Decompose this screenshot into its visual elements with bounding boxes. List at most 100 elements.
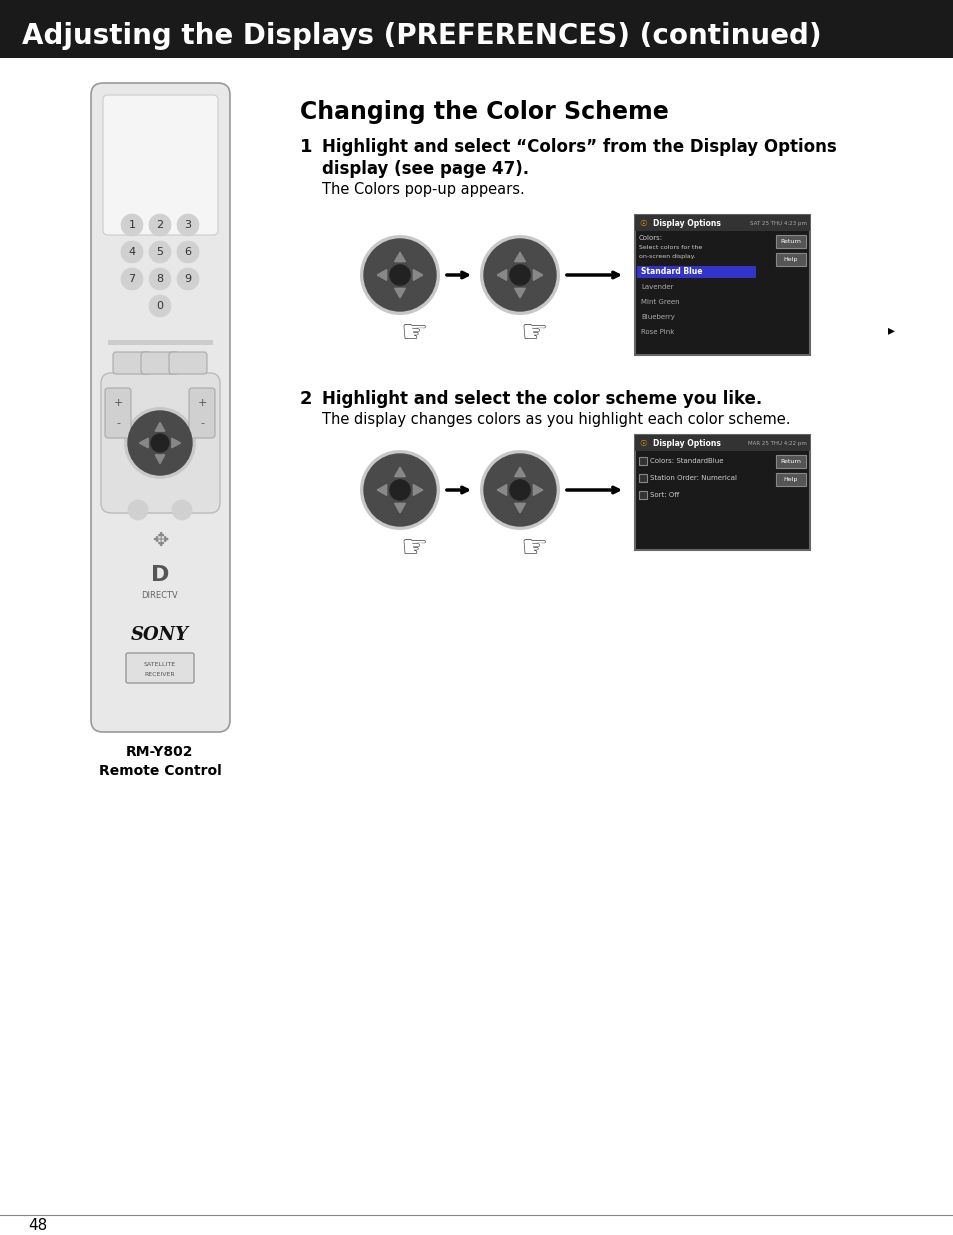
FancyBboxPatch shape: [635, 435, 809, 550]
Circle shape: [390, 266, 410, 285]
Text: -: -: [200, 417, 204, 429]
Circle shape: [359, 450, 439, 530]
Circle shape: [177, 241, 199, 263]
Circle shape: [172, 500, 192, 520]
Text: Rose Pink: Rose Pink: [640, 329, 674, 335]
Text: MAR 25 THU 4:22 pm: MAR 25 THU 4:22 pm: [747, 441, 806, 446]
Circle shape: [510, 266, 530, 285]
Polygon shape: [395, 467, 405, 477]
Circle shape: [128, 500, 148, 520]
FancyBboxPatch shape: [108, 340, 213, 345]
Circle shape: [177, 214, 199, 236]
Text: Standard Blue: Standard Blue: [640, 268, 701, 277]
FancyBboxPatch shape: [635, 215, 809, 231]
Circle shape: [121, 214, 143, 236]
Polygon shape: [395, 288, 405, 298]
Text: Display Options: Display Options: [652, 438, 720, 447]
Text: Highlight and select “Colors” from the Display Options: Highlight and select “Colors” from the D…: [322, 138, 836, 156]
Circle shape: [121, 241, 143, 263]
FancyBboxPatch shape: [91, 83, 230, 732]
Text: Return: Return: [780, 459, 801, 464]
Text: 6: 6: [184, 247, 192, 257]
Circle shape: [124, 408, 195, 479]
Text: display (see page 47).: display (see page 47).: [322, 161, 529, 178]
Text: Display Options: Display Options: [652, 219, 720, 227]
Polygon shape: [155, 422, 165, 431]
Polygon shape: [413, 484, 422, 495]
Polygon shape: [376, 484, 386, 495]
Polygon shape: [155, 454, 165, 463]
Text: The display changes colors as you highlight each color scheme.: The display changes colors as you highli…: [322, 412, 790, 427]
Text: 4: 4: [129, 247, 135, 257]
FancyBboxPatch shape: [169, 352, 207, 374]
FancyBboxPatch shape: [775, 235, 805, 248]
Text: 48: 48: [28, 1218, 48, 1233]
Text: 8: 8: [156, 274, 163, 284]
Text: 9: 9: [184, 274, 192, 284]
Text: ☞: ☞: [400, 319, 428, 348]
FancyBboxPatch shape: [639, 492, 646, 499]
Circle shape: [149, 295, 171, 317]
FancyBboxPatch shape: [775, 253, 805, 266]
Text: Return: Return: [780, 240, 801, 245]
Circle shape: [149, 241, 171, 263]
Polygon shape: [533, 484, 542, 495]
Text: Lavender: Lavender: [640, 284, 673, 290]
Polygon shape: [514, 252, 525, 262]
Text: SATELLITE: SATELLITE: [144, 662, 176, 667]
Polygon shape: [514, 504, 525, 513]
Polygon shape: [497, 484, 506, 495]
Polygon shape: [497, 269, 506, 280]
Text: 5: 5: [156, 247, 163, 257]
FancyBboxPatch shape: [141, 352, 179, 374]
FancyBboxPatch shape: [105, 388, 131, 438]
FancyBboxPatch shape: [775, 473, 805, 487]
Text: -: -: [116, 417, 120, 429]
Polygon shape: [413, 269, 422, 280]
FancyBboxPatch shape: [635, 435, 809, 451]
Polygon shape: [376, 269, 386, 280]
Text: The Colors pop-up appears.: The Colors pop-up appears.: [322, 182, 524, 198]
Polygon shape: [514, 467, 525, 477]
Text: Remote Control: Remote Control: [98, 764, 221, 778]
Text: DIRECTV: DIRECTV: [141, 590, 178, 599]
Circle shape: [390, 480, 410, 500]
Text: SONY: SONY: [131, 626, 189, 643]
FancyBboxPatch shape: [112, 352, 151, 374]
Text: RM-Y802: RM-Y802: [126, 745, 193, 760]
Text: +: +: [197, 398, 207, 408]
FancyBboxPatch shape: [103, 95, 218, 235]
Text: 2: 2: [299, 390, 313, 408]
Circle shape: [364, 454, 436, 526]
Text: ☉: ☉: [639, 219, 646, 227]
FancyBboxPatch shape: [189, 388, 214, 438]
Text: ☉: ☉: [639, 438, 646, 447]
Polygon shape: [533, 269, 542, 280]
Text: ☞: ☞: [520, 534, 548, 563]
Text: Station Order: Numerical: Station Order: Numerical: [649, 475, 737, 480]
Polygon shape: [172, 438, 180, 448]
Text: Adjusting the Displays (PREFERENCES) (continued): Adjusting the Displays (PREFERENCES) (co…: [22, 22, 821, 49]
Circle shape: [177, 268, 199, 290]
Text: Highlight and select the color scheme you like.: Highlight and select the color scheme yo…: [322, 390, 761, 408]
Text: Blueberry: Blueberry: [640, 314, 674, 320]
Polygon shape: [514, 288, 525, 298]
Polygon shape: [139, 438, 148, 448]
Circle shape: [121, 268, 143, 290]
Circle shape: [149, 268, 171, 290]
Text: Help: Help: [783, 257, 798, 262]
Circle shape: [479, 235, 559, 315]
Circle shape: [128, 411, 192, 475]
Text: ▸: ▸: [887, 324, 894, 337]
Circle shape: [510, 480, 530, 500]
Text: SAT 25 THU 4:23 pm: SAT 25 THU 4:23 pm: [749, 221, 806, 226]
Text: ✥: ✥: [152, 531, 168, 550]
Circle shape: [479, 450, 559, 530]
Circle shape: [149, 214, 171, 236]
Text: +: +: [113, 398, 123, 408]
Text: ☞: ☞: [400, 534, 428, 563]
FancyBboxPatch shape: [639, 457, 646, 466]
FancyBboxPatch shape: [639, 474, 646, 482]
Text: Mint Green: Mint Green: [640, 299, 679, 305]
Circle shape: [483, 454, 556, 526]
